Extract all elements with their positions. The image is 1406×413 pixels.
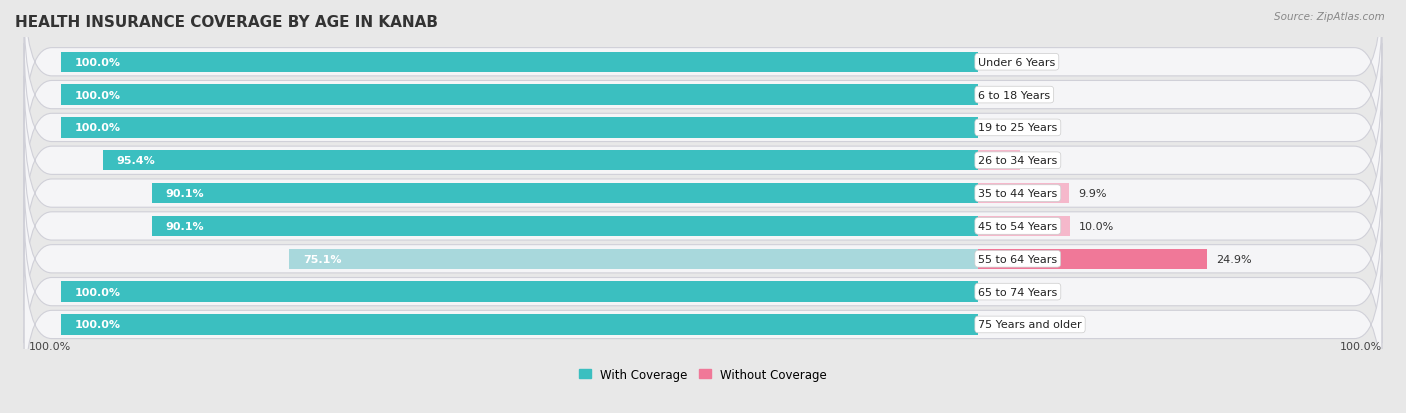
- Text: 95.4%: 95.4%: [117, 156, 156, 166]
- Text: 24.9%: 24.9%: [1216, 254, 1251, 264]
- Text: 65 to 74 Years: 65 to 74 Years: [979, 287, 1057, 297]
- Text: 75 Years and older: 75 Years and older: [979, 320, 1081, 330]
- Text: 100.0%: 100.0%: [75, 90, 121, 100]
- Bar: [290, 249, 979, 269]
- FancyBboxPatch shape: [24, 240, 1382, 409]
- Bar: [979, 151, 1021, 171]
- Text: Under 6 Years: Under 6 Years: [979, 57, 1056, 68]
- Bar: [979, 216, 1070, 237]
- Text: 35 to 44 Years: 35 to 44 Years: [979, 189, 1057, 199]
- Legend: With Coverage, Without Coverage: With Coverage, Without Coverage: [579, 368, 827, 381]
- Text: 45 to 54 Years: 45 to 54 Years: [979, 221, 1057, 231]
- Text: 6 to 18 Years: 6 to 18 Years: [979, 90, 1050, 100]
- Text: 19 to 25 Years: 19 to 25 Years: [979, 123, 1057, 133]
- FancyBboxPatch shape: [24, 175, 1382, 343]
- Text: 100.0%: 100.0%: [75, 320, 121, 330]
- Text: 100.0%: 100.0%: [1340, 341, 1382, 351]
- Bar: [60, 118, 979, 138]
- Bar: [152, 183, 979, 204]
- FancyBboxPatch shape: [24, 0, 1382, 147]
- Text: 100.0%: 100.0%: [28, 341, 72, 351]
- Text: 90.1%: 90.1%: [166, 221, 204, 231]
- FancyBboxPatch shape: [24, 11, 1382, 180]
- Text: 55 to 64 Years: 55 to 64 Years: [979, 254, 1057, 264]
- Text: 90.1%: 90.1%: [166, 189, 204, 199]
- Bar: [60, 282, 979, 302]
- Bar: [60, 315, 979, 335]
- Bar: [60, 52, 979, 73]
- Text: 0.0%: 0.0%: [987, 123, 1015, 133]
- Text: 0.0%: 0.0%: [987, 90, 1015, 100]
- FancyBboxPatch shape: [24, 208, 1382, 376]
- Bar: [60, 85, 979, 105]
- Bar: [152, 216, 979, 237]
- Text: 0.0%: 0.0%: [987, 57, 1015, 68]
- Text: HEALTH INSURANCE COVERAGE BY AGE IN KANAB: HEALTH INSURANCE COVERAGE BY AGE IN KANA…: [15, 15, 439, 30]
- Text: 100.0%: 100.0%: [75, 123, 121, 133]
- FancyBboxPatch shape: [24, 109, 1382, 278]
- Text: 0.0%: 0.0%: [987, 287, 1015, 297]
- FancyBboxPatch shape: [24, 44, 1382, 212]
- Text: 100.0%: 100.0%: [75, 57, 121, 68]
- Text: 9.9%: 9.9%: [1078, 189, 1107, 199]
- Text: 26 to 34 Years: 26 to 34 Years: [979, 156, 1057, 166]
- Text: 0.0%: 0.0%: [987, 320, 1015, 330]
- Bar: [103, 151, 979, 171]
- Text: 4.6%: 4.6%: [1029, 156, 1057, 166]
- Bar: [979, 249, 1206, 269]
- Bar: [979, 183, 1069, 204]
- Text: 100.0%: 100.0%: [75, 287, 121, 297]
- Text: 10.0%: 10.0%: [1080, 221, 1115, 231]
- FancyBboxPatch shape: [24, 142, 1382, 311]
- FancyBboxPatch shape: [24, 77, 1382, 245]
- Text: Source: ZipAtlas.com: Source: ZipAtlas.com: [1274, 12, 1385, 22]
- Text: 75.1%: 75.1%: [304, 254, 342, 264]
